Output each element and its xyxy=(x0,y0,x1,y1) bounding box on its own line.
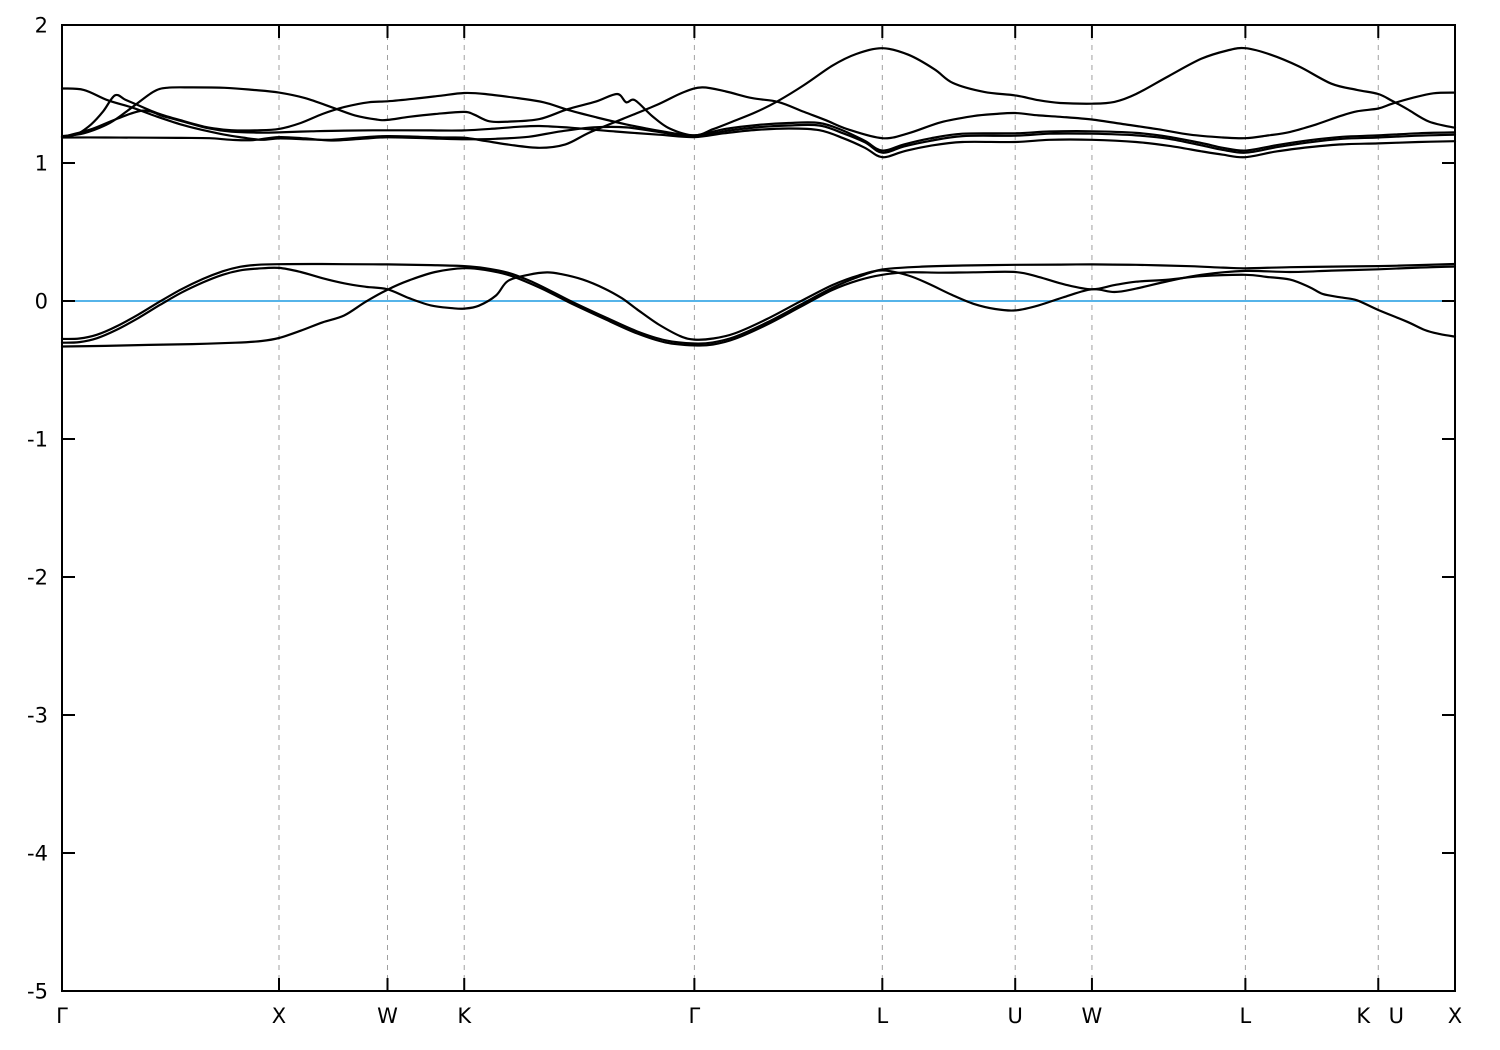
x-tick-label: U xyxy=(1008,1004,1023,1028)
x-tick-label: X xyxy=(272,1004,286,1028)
y-tick-label: 2 xyxy=(35,14,48,38)
plot-border xyxy=(61,24,1456,992)
x-tick-label: W xyxy=(377,1004,398,1028)
x-tick-label: U xyxy=(1389,1004,1404,1028)
y-tick-label: -3 xyxy=(27,704,48,728)
band-6 xyxy=(60,262,1457,345)
y-tick-label: -2 xyxy=(27,566,48,590)
axis-ticks xyxy=(62,25,1455,991)
band-1 xyxy=(60,46,1457,138)
band-curves xyxy=(60,46,1457,348)
x-tick-label: L xyxy=(1240,1004,1252,1028)
band-4 xyxy=(60,109,1457,159)
y-tick-label: -5 xyxy=(27,980,48,1004)
y-tick-label: 0 xyxy=(35,290,48,314)
y-tick-label: 1 xyxy=(35,152,48,176)
band-3 xyxy=(60,91,1457,152)
x-tick-label: L xyxy=(876,1004,888,1028)
x-tick-label: K xyxy=(457,1004,472,1028)
vertical-gridlines xyxy=(278,25,1379,991)
y-tick-label: -1 xyxy=(27,428,48,452)
band-2 xyxy=(60,86,1457,149)
band-7 xyxy=(60,265,1457,344)
x-tick-label: K xyxy=(1356,1004,1371,1028)
x-tick-label: Γ xyxy=(56,1004,68,1028)
y-axis-tick-labels: 2 1 0 -1 -2 -3 -4 -5 xyxy=(27,14,48,1004)
band-8 xyxy=(60,267,1457,348)
band-5 xyxy=(60,123,1457,154)
y-tick-label: -4 xyxy=(27,842,48,866)
x-tick-label: X xyxy=(1448,1004,1462,1028)
x-tick-label: W xyxy=(1082,1004,1103,1028)
x-tick-label: Γ xyxy=(689,1004,701,1028)
border-rect xyxy=(61,24,1456,992)
